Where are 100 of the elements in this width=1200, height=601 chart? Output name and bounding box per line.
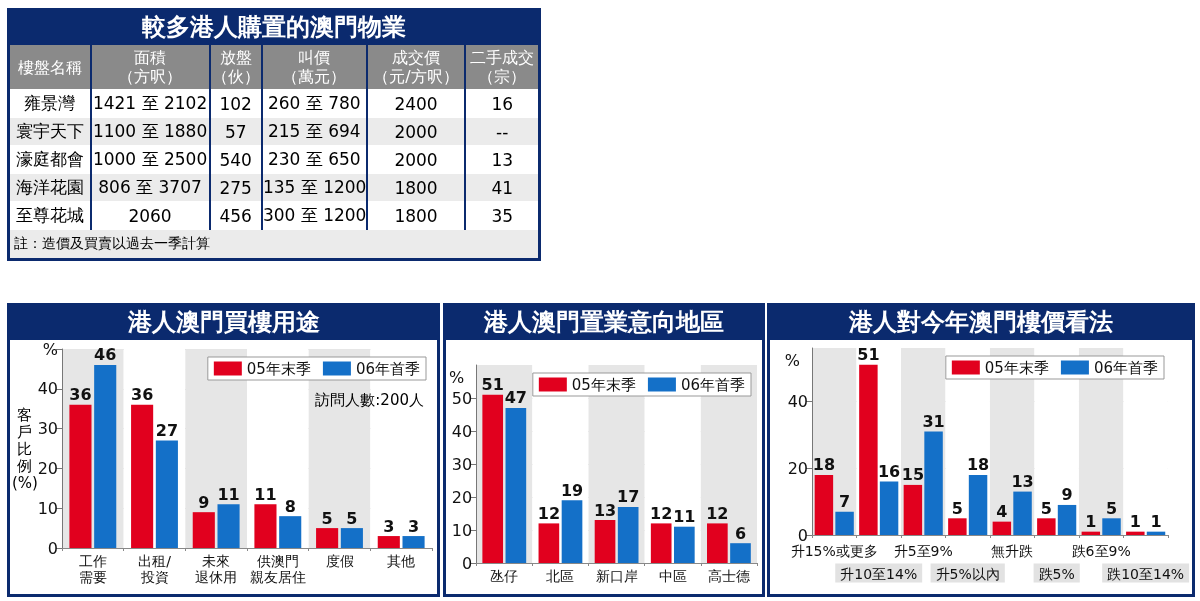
category-label: 面積（方呎） — [117, 48, 184, 86]
category-label: 寰宇天下 — [15, 121, 84, 141]
bar — [402, 536, 425, 548]
y-tick-label: 10 — [37, 498, 58, 518]
text: 1800 — [394, 205, 438, 226]
legend-label: 06年首季 — [680, 375, 746, 394]
chart-title: 港人對今年澳門樓價看法 — [770, 306, 1192, 340]
text: 540 — [219, 149, 252, 170]
text: 13 — [491, 149, 514, 170]
x-tick-label: 供澳門親友居住 — [249, 553, 306, 585]
data-label: 36 — [69, 385, 92, 405]
data-label: 4 — [996, 502, 1008, 522]
text: 41 — [491, 177, 514, 198]
text: 806 至 3707 — [98, 177, 202, 197]
annotation: 訪問人數:200人 — [315, 391, 424, 410]
text: 樓盤名稱 — [10, 45, 91, 90]
text: -- — [496, 121, 509, 142]
bar — [903, 484, 923, 535]
bar — [1013, 491, 1032, 535]
data-label: 31 — [922, 411, 945, 431]
x-tick-label: 北區 — [546, 568, 575, 584]
bar — [650, 523, 672, 563]
data-label: 17 — [617, 487, 640, 507]
data-label: 9 — [1061, 485, 1073, 505]
x-tick-label: 出租/投資 — [138, 553, 172, 585]
chart-title: 港人澳門買樓用途 — [10, 306, 437, 340]
x-tick-label: 升5%以內 — [935, 565, 1000, 582]
text: 1100 至 1880 — [92, 121, 208, 141]
chart-title: 港人澳門置業意向地區 — [446, 306, 762, 340]
category-label: 二手成交（宗） — [469, 48, 536, 86]
category-label: 雍景灣 — [24, 93, 76, 113]
y-tick-label: 30 — [37, 419, 58, 439]
data-label: 51 — [481, 375, 504, 395]
x-tick-label: 其他 — [387, 553, 416, 569]
data-label: 16 — [877, 462, 901, 482]
y-axis-title: 客戶比例(%) — [12, 405, 38, 491]
legend-label: 05年末季 — [246, 359, 311, 378]
data-label: 27 — [155, 421, 179, 441]
category-label: 叫價（萬元） — [281, 48, 348, 86]
data-label: 18 — [966, 455, 990, 475]
text: 300 至 1200 — [262, 205, 367, 225]
bar — [992, 521, 1012, 535]
bar — [1102, 518, 1121, 535]
text: 57 — [224, 121, 247, 142]
bar — [377, 536, 400, 548]
x-tick-label: 度假 — [325, 553, 354, 569]
bar — [968, 474, 988, 535]
data-label: 46 — [94, 345, 117, 365]
text: 16 — [491, 93, 514, 114]
text: 2000 — [394, 121, 438, 142]
text: 2060 — [128, 205, 172, 226]
data-label: 6 — [734, 523, 747, 543]
text: 102 — [219, 93, 252, 114]
bar — [69, 404, 92, 548]
text: 456 — [219, 205, 252, 226]
bar — [340, 528, 363, 548]
data-label: 1 — [1150, 512, 1162, 532]
data-label: 15 — [901, 465, 925, 485]
y-tick-label: 40 — [787, 391, 808, 411]
data-label: 11 — [254, 484, 277, 504]
legend-label: 06年首季 — [1093, 358, 1159, 377]
data-label: 18 — [812, 455, 836, 475]
text: 135 至 1200 — [262, 177, 367, 197]
y-tick-label: 20 — [787, 458, 808, 478]
bar — [316, 528, 339, 548]
y-tick-label: % — [42, 339, 58, 359]
category-label: 成交價（元/方呎） — [372, 48, 460, 86]
data-label: 1 — [1085, 512, 1097, 532]
data-label: 11 — [673, 507, 696, 527]
text: 35 — [491, 205, 514, 226]
text: 較多港人購置的澳門物業 — [10, 11, 538, 45]
y-tick-label: 30 — [451, 454, 473, 474]
category-label: 至尊花城 — [15, 205, 84, 225]
bar — [155, 440, 178, 548]
y-tick-label: 40 — [37, 379, 58, 399]
bar — [707, 523, 728, 563]
bar — [192, 512, 215, 548]
x-tick-label: 跌5% — [1038, 565, 1075, 582]
y-tick-label: 0 — [462, 553, 473, 573]
data-label: 51 — [857, 345, 880, 365]
data-label: 5 — [951, 498, 963, 518]
data-label: 5 — [321, 508, 333, 528]
category-label: 海洋花園 — [15, 177, 84, 197]
x-tick-label: 氹仔 — [490, 568, 519, 584]
data-label: 13 — [593, 500, 617, 520]
bar — [948, 518, 967, 535]
y-tick-label: 10 — [451, 520, 473, 540]
text: 1800 — [394, 177, 438, 198]
x-tick-label: 未來退休用 — [195, 553, 238, 585]
legend-label: 05年末季 — [984, 358, 1049, 377]
x-tick-label: 無升跌 — [991, 543, 1034, 559]
data-label: 12 — [706, 503, 729, 523]
bar — [879, 481, 899, 535]
data-label: 7 — [839, 492, 851, 512]
data-label: 5 — [1040, 498, 1052, 518]
data-label: 5 — [1105, 498, 1118, 518]
text: 2000 — [394, 149, 438, 170]
y-tick-label: 20 — [37, 458, 58, 478]
data-label: 12 — [650, 503, 673, 523]
data-label: 19 — [560, 480, 584, 500]
